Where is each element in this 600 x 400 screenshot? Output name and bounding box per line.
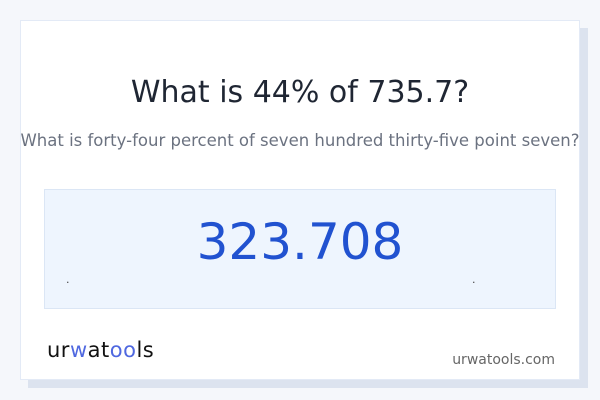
- left-mark: .: [66, 273, 70, 286]
- page-title: What is 44% of 735.7?: [130, 75, 470, 110]
- right-mark: .: [472, 273, 476, 286]
- urwatools-logo: urwatools: [47, 336, 154, 364]
- logo-part: at: [87, 338, 110, 362]
- question-in-words: What is forty-four percent of seven hund…: [20, 131, 580, 150]
- answer-value: 323.708: [196, 213, 404, 271]
- site-url: urwatools.com: [452, 352, 555, 368]
- logo-part: w: [69, 338, 88, 362]
- logo-part: oo: [109, 338, 137, 362]
- logo-part: ls: [136, 338, 155, 362]
- logo-part: ur: [47, 338, 70, 362]
- answer-box: 323.708 . .: [44, 189, 556, 309]
